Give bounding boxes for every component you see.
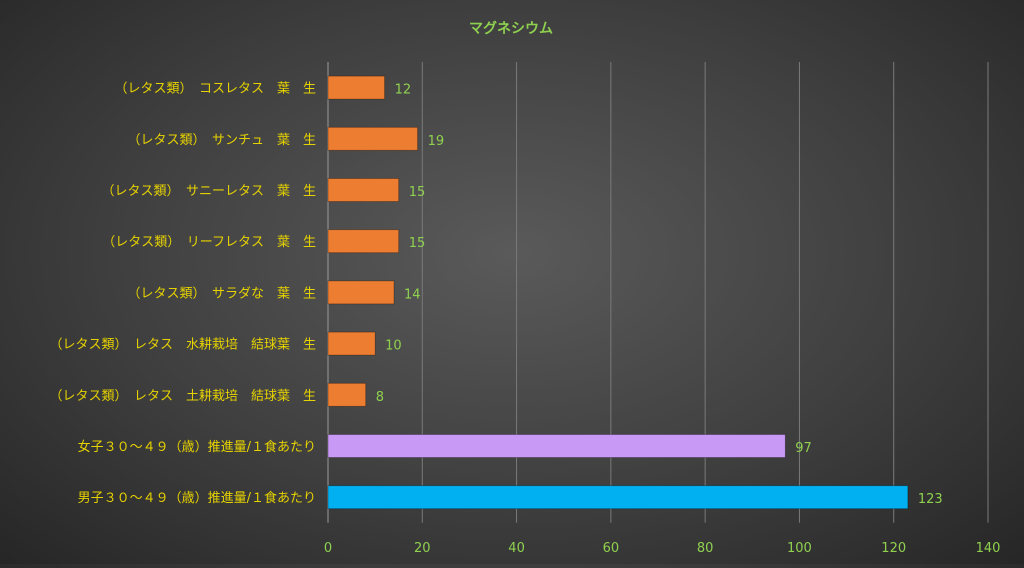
category-labels: （レタス類） コスレタス 葉 生 （レタス類） サンチュ 葉 生 （レタス類） サニ…: [49, 82, 316, 507]
chart-title: マグネシウム: [469, 20, 553, 37]
x-tick-label: 40: [508, 541, 525, 556]
x-axis-ticks: 0 20 40 60 80 100 120 140: [324, 541, 1001, 556]
category-label: （レタス類） サニーレタス 葉 生: [101, 184, 316, 199]
data-label: 123: [918, 492, 943, 507]
bar: [327, 382, 367, 407]
bar: [327, 229, 400, 254]
x-tick-label: 140: [976, 541, 1001, 556]
x-tick-label: 100: [787, 541, 812, 556]
x-tick-label: 60: [603, 541, 620, 556]
data-label: 15: [409, 185, 426, 200]
data-label: 8: [376, 390, 384, 405]
data-label: 19: [428, 134, 445, 149]
x-tick-label: 120: [881, 541, 906, 556]
category-label: （レタス類） リーフレタス 葉 生: [102, 235, 316, 250]
data-labels: 12 19 15 15 14 10 8 97 123: [376, 83, 943, 508]
data-label: 15: [409, 236, 426, 251]
category-label: （レタス類） レタス 土耕栽培 結球葉 生: [49, 388, 316, 404]
bar: [327, 280, 395, 305]
x-tick-label: 80: [697, 541, 714, 556]
category-label: 男子３０～４９（歳）推進量/１食あたり: [78, 490, 316, 506]
category-label: 女子３０～４９（歳）推進量/１食あたり: [78, 439, 316, 455]
bar: [327, 331, 376, 356]
bar: [327, 75, 385, 100]
category-label: （レタス類） コスレタス 葉 生: [114, 82, 316, 97]
data-label: 97: [795, 441, 812, 456]
bar: [327, 434, 786, 458]
data-label: 14: [404, 287, 421, 302]
x-tick-label: 20: [414, 541, 431, 556]
x-tick-label: 0: [324, 541, 332, 556]
data-label: 12: [395, 83, 412, 98]
bar: [327, 485, 909, 510]
bars: [327, 75, 909, 510]
category-label: （レタス類） サンチュ 葉 生: [127, 133, 316, 148]
grid-lines: [327, 62, 989, 523]
data-label: 10: [385, 339, 402, 354]
bar: [327, 178, 400, 202]
bar: [327, 126, 418, 151]
category-label: （レタス類） レタス 水耕栽培 結球葉 生: [49, 337, 316, 353]
category-label: （レタス類） サラダな 葉 生: [127, 286, 316, 301]
